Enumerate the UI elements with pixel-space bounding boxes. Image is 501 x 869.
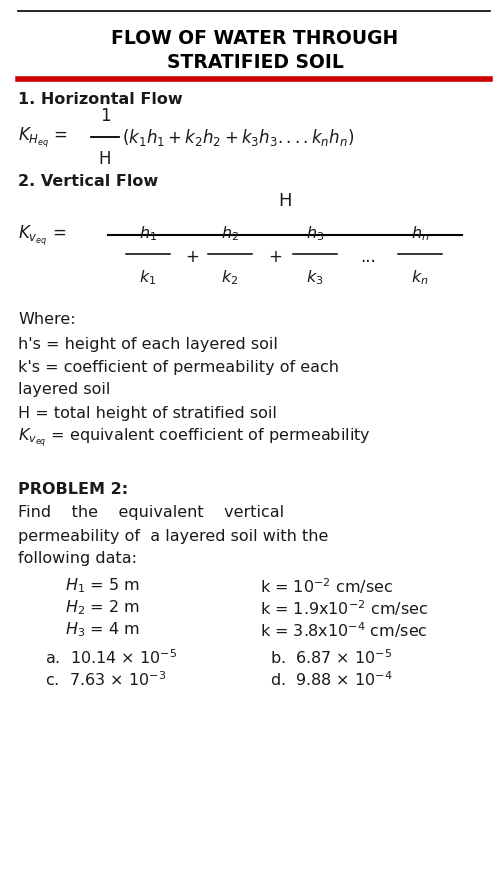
Text: H: H <box>99 149 111 168</box>
Text: $K_{H_{eq}}$ =: $K_{H_{eq}}$ = <box>18 126 70 149</box>
Text: $k_n$: $k_n$ <box>411 268 429 287</box>
Text: a.  10.14 × 10$^{-5}$: a. 10.14 × 10$^{-5}$ <box>45 648 177 667</box>
Text: h's = height of each layered soil: h's = height of each layered soil <box>18 336 278 351</box>
Text: $K_{v_{eq}}$ =: $K_{v_{eq}}$ = <box>18 223 68 248</box>
Text: 1. Horizontal Flow: 1. Horizontal Flow <box>18 92 183 108</box>
Text: FLOW OF WATER THROUGH: FLOW OF WATER THROUGH <box>111 29 399 48</box>
Text: $H_1$ = 5 m: $H_1$ = 5 m <box>65 576 140 594</box>
Text: 1: 1 <box>100 107 110 125</box>
Text: $k_2$: $k_2$ <box>221 268 238 287</box>
Text: layered soil: layered soil <box>18 382 110 397</box>
Text: k's = coefficient of permeability of each: k's = coefficient of permeability of eac… <box>18 360 339 375</box>
Text: +: + <box>185 248 199 266</box>
Text: ...: ... <box>360 248 376 266</box>
Text: $(k_1h_1 + k_2h_2 + k_3h_3.... k_nh_n)$: $(k_1h_1 + k_2h_2 + k_3h_3.... k_nh_n)$ <box>122 128 354 149</box>
Text: +: + <box>268 248 282 266</box>
Text: 2. Vertical Flow: 2. Vertical Flow <box>18 175 158 189</box>
Text: c.  7.63 × 10$^{-3}$: c. 7.63 × 10$^{-3}$ <box>45 670 166 688</box>
Text: $H_2$ = 2 m: $H_2$ = 2 m <box>65 598 140 617</box>
Text: STRATIFIED SOIL: STRATIFIED SOIL <box>166 52 344 71</box>
Text: $h_1$: $h_1$ <box>139 224 157 242</box>
Text: k = 10$^{-2}$ cm/sec: k = 10$^{-2}$ cm/sec <box>260 575 393 595</box>
Text: $h_2$: $h_2$ <box>221 224 239 242</box>
Text: $K_{v_{eq}}$ = equivalent coefficient of permeability: $K_{v_{eq}}$ = equivalent coefficient of… <box>18 426 371 449</box>
Text: k = 3.8x10$^{-4}$ cm/sec: k = 3.8x10$^{-4}$ cm/sec <box>260 620 428 639</box>
Text: $H_3$ = 4 m: $H_3$ = 4 m <box>65 620 140 639</box>
Text: d.  9.88 × 10$^{-4}$: d. 9.88 × 10$^{-4}$ <box>270 670 393 688</box>
Text: H = total height of stratified soil: H = total height of stratified soil <box>18 406 277 421</box>
Text: b.  6.87 × 10$^{-5}$: b. 6.87 × 10$^{-5}$ <box>270 648 392 667</box>
Text: $k_1$: $k_1$ <box>139 268 157 287</box>
Text: permeability of  a layered soil with the: permeability of a layered soil with the <box>18 527 328 543</box>
Text: H: H <box>278 192 292 209</box>
Text: following data:: following data: <box>18 551 137 566</box>
Text: Find    the    equivalent    vertical: Find the equivalent vertical <box>18 505 284 520</box>
Text: $h_n$: $h_n$ <box>411 224 429 242</box>
Text: $k_3$: $k_3$ <box>306 268 324 287</box>
Text: PROBLEM 2:: PROBLEM 2: <box>18 482 128 497</box>
Text: Where:: Where: <box>18 312 76 327</box>
Text: k = 1.9x10$^{-2}$ cm/sec: k = 1.9x10$^{-2}$ cm/sec <box>260 598 428 617</box>
Text: $h_3$: $h_3$ <box>306 224 324 242</box>
